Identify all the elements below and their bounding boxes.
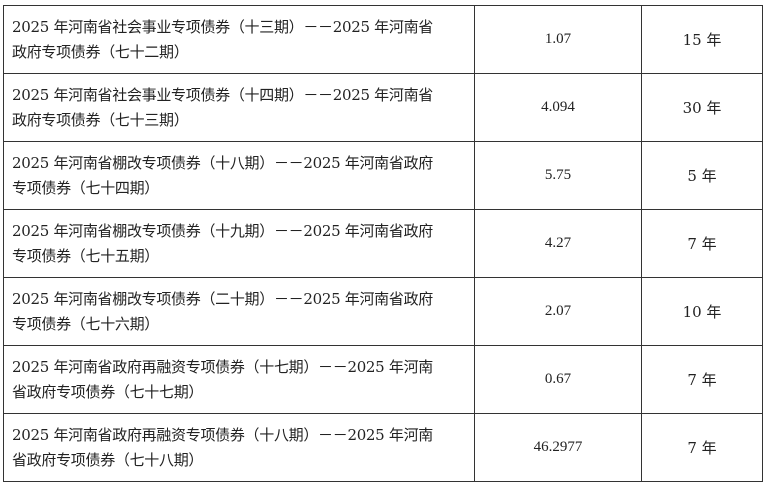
bond-name-cell: 2025 年河南省社会事业专项债券（十三期）－－2025 年河南省 政府专项债券… <box>3 5 475 74</box>
term-cell: 15 年 <box>641 5 763 74</box>
bond-name-line1: 2025 年河南省棚改专项债券（十八期）－－2025 年河南省政府 <box>12 153 433 172</box>
bond-name-line2: 专项债券（七十四期） <box>12 178 160 197</box>
amount-cell: 4.094 <box>474 73 642 142</box>
table-row: 2025 年河南省政府再融资专项债券（十八期）－－2025 年河南 省政府专项债… <box>3 413 763 482</box>
bond-table: 2025 年河南省社会事业专项债券（十三期）－－2025 年河南省 政府专项债券… <box>3 5 763 482</box>
amount-cell: 46.2977 <box>474 413 642 482</box>
bond-name-line2: 省政府专项债券（七十七期） <box>12 382 204 401</box>
amount-cell: 1.07 <box>474 5 642 74</box>
amount-cell: 0.67 <box>474 345 642 414</box>
table-row: 2025 年河南省棚改专项债券（二十期）－－2025 年河南省政府 专项债券（七… <box>3 277 763 346</box>
bond-name-line2: 省政府专项债券（七十八期） <box>12 450 204 469</box>
table-row: 2025 年河南省社会事业专项债券（十四期）－－2025 年河南省 政府专项债券… <box>3 73 763 142</box>
amount-cell: 4.27 <box>474 209 642 278</box>
bond-name-cell: 2025 年河南省政府再融资专项债券（十八期）－－2025 年河南 省政府专项债… <box>3 413 475 482</box>
table-row: 2025 年河南省社会事业专项债券（十三期）－－2025 年河南省 政府专项债券… <box>3 5 763 74</box>
table-row: 2025 年河南省棚改专项债券（十八期）－－2025 年河南省政府 专项债券（七… <box>3 141 763 210</box>
term-cell: 7 年 <box>641 413 763 482</box>
term-cell: 7 年 <box>641 345 763 414</box>
term-cell: 5 年 <box>641 141 763 210</box>
table-row: 2025 年河南省棚改专项债券（十九期）－－2025 年河南省政府 专项债券（七… <box>3 209 763 278</box>
amount-cell: 2.07 <box>474 277 642 346</box>
bond-name-cell: 2025 年河南省棚改专项债券（十九期）－－2025 年河南省政府 专项债券（七… <box>3 209 475 278</box>
bond-name-line1: 2025 年河南省社会事业专项债券（十四期）－－2025 年河南省 <box>12 85 433 104</box>
bond-name-line1: 2025 年河南省社会事业专项债券（十三期）－－2025 年河南省 <box>12 17 433 36</box>
bond-table-body: 2025 年河南省社会事业专项债券（十三期）－－2025 年河南省 政府专项债券… <box>3 5 763 482</box>
bond-name-cell: 2025 年河南省棚改专项债券（二十期）－－2025 年河南省政府 专项债券（七… <box>3 277 475 346</box>
bond-name-line1: 2025 年河南省棚改专项债券（二十期）－－2025 年河南省政府 <box>12 289 433 308</box>
bond-name-cell: 2025 年河南省政府再融资专项债券（十七期）－－2025 年河南 省政府专项债… <box>3 345 475 414</box>
table-row: 2025 年河南省政府再融资专项债券（十七期）－－2025 年河南 省政府专项债… <box>3 345 763 414</box>
term-cell: 7 年 <box>641 209 763 278</box>
bond-name-line2: 专项债券（七十五期） <box>12 246 160 265</box>
term-cell: 30 年 <box>641 73 763 142</box>
bond-name-line1: 2025 年河南省棚改专项债券（十九期）－－2025 年河南省政府 <box>12 221 433 240</box>
bond-name-cell: 2025 年河南省棚改专项债券（十八期）－－2025 年河南省政府 专项债券（七… <box>3 141 475 210</box>
bond-name-line2: 政府专项债券（七十二期） <box>12 42 189 61</box>
bond-name-line1: 2025 年河南省政府再融资专项债券（十八期）－－2025 年河南 <box>12 425 433 444</box>
bond-name-line1: 2025 年河南省政府再融资专项债券（十七期）－－2025 年河南 <box>12 357 433 376</box>
bond-name-line2: 专项债券（七十六期） <box>12 314 160 333</box>
bond-name-line2: 政府专项债券（七十三期） <box>12 110 189 129</box>
amount-cell: 5.75 <box>474 141 642 210</box>
term-cell: 10 年 <box>641 277 763 346</box>
bond-name-cell: 2025 年河南省社会事业专项债券（十四期）－－2025 年河南省 政府专项债券… <box>3 73 475 142</box>
